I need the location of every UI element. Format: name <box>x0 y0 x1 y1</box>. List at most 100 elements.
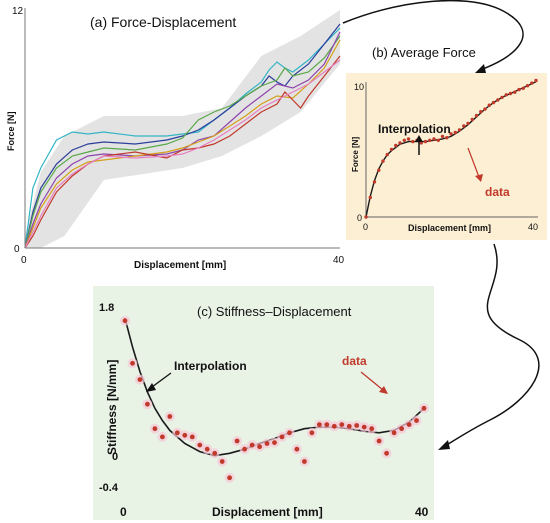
panel-a-ylabel: Force [N] <box>6 111 16 151</box>
panel-b-data-point <box>470 117 474 122</box>
panel-c-data-point <box>234 438 240 444</box>
panel-c-xtick-right: 40 <box>415 505 429 519</box>
panel-c-title: (c) Stiffness–Displacement <box>197 304 352 319</box>
panel-c-annotation-data: data <box>342 354 367 368</box>
panel-b-data-point <box>368 195 372 200</box>
panel-b-data-point <box>491 100 496 105</box>
panel-c-data-group <box>120 315 429 483</box>
panel-b-data-arrowhead <box>475 174 483 182</box>
panel-b-data-point <box>462 124 466 128</box>
panel-c-data-point <box>242 446 248 452</box>
panel-c-data-point <box>421 405 427 411</box>
panel-c-data-point <box>354 423 360 428</box>
panel-c-data-arrowhead <box>379 386 388 394</box>
panel-b-data-point <box>428 138 432 142</box>
panel-c-data-point <box>272 440 277 445</box>
panel-c-ytick-zero: 0 <box>112 451 118 463</box>
panel-b-annotation-data: data <box>485 185 510 199</box>
panel-c-data-point <box>287 430 292 436</box>
panel-c-xtick-left: 0 <box>120 505 127 519</box>
panel-a-ytick-top: 12 <box>12 6 24 17</box>
panel-c-data-point <box>399 426 404 432</box>
panel-c-data-point <box>182 432 188 438</box>
panel-b-title: (b) Average Force <box>372 45 476 60</box>
panel-c-interpolation-arrow <box>151 372 172 388</box>
panel-b-ytick-bottom: 0 <box>357 213 362 223</box>
panel-a-xtick-right: 40 <box>333 255 345 266</box>
panel-b-data-point <box>423 139 428 144</box>
panel-c-data-point <box>137 377 143 382</box>
panel-a-series-line-3 <box>24 35 341 249</box>
panel-b-data-point <box>513 90 517 94</box>
panel-b-data-point <box>411 139 415 144</box>
panel-a-band <box>25 10 340 248</box>
panel-b-xlabel: Displacement [mm] <box>408 223 491 233</box>
panel-b-background <box>346 73 547 240</box>
panel-c-data-point <box>189 434 195 440</box>
panel-c-data-point <box>361 424 367 430</box>
panel-b-data-point <box>517 87 521 92</box>
panel-a-xtick-left: 0 <box>21 255 27 266</box>
panel-b-xtick-right: 40 <box>528 222 538 232</box>
panel-b-data-point <box>487 103 491 107</box>
panel-c-data-point <box>324 422 330 427</box>
connector-b-to-c-arrowhead <box>438 440 450 450</box>
panel-b-data-point <box>479 110 483 114</box>
panel-b-data-point <box>483 107 487 111</box>
panel-b-data-point <box>398 141 402 145</box>
panel-c-data-point <box>249 442 255 448</box>
panel-c-data-point <box>167 414 173 419</box>
panel-c-ylabel: Stiffness [N/mm] <box>105 360 119 455</box>
panel-c-data-point <box>279 434 285 440</box>
panel-c-xlabel: Displacement [mm] <box>212 505 323 519</box>
panel-c-data-point <box>174 430 180 436</box>
panel-a-series-line-7 <box>24 59 341 249</box>
panel-b-data-point <box>364 215 368 219</box>
panel-c-data-point <box>414 418 419 423</box>
panel-b-xtick-left: 0 <box>363 222 368 232</box>
panel-c-data-point <box>391 430 397 436</box>
panel-c-annotation-interpolation: Interpolation <box>174 359 247 373</box>
panel-b-data-point <box>389 147 394 152</box>
panel-b-data-point <box>530 81 534 85</box>
connector-a-to-b-arrow <box>342 0 524 71</box>
panel-c-interpolation-arrowhead <box>146 383 156 392</box>
panel-b-data-point <box>508 91 513 96</box>
panel-a-title: (a) Force-Displacement <box>90 14 236 30</box>
panel-b-annotation-interpolation: Interpolation <box>378 122 451 136</box>
panel-b-data-point <box>406 137 411 141</box>
panel-b-data-group <box>364 78 538 219</box>
panel-c-data-point <box>145 401 150 407</box>
panel-b-data-point <box>381 159 385 163</box>
panel-b-data-point <box>372 180 377 184</box>
panel-c-data-point <box>152 426 158 432</box>
panel-c-data-point <box>160 434 165 440</box>
panel-c-data-point <box>317 422 322 427</box>
panel-c-data-point <box>406 422 412 427</box>
panel-b-data-point <box>377 168 381 172</box>
panel-b-data-point <box>419 141 423 145</box>
panel-b-interpolation-arrowhead <box>415 135 423 142</box>
panel-c-data-point <box>264 441 270 446</box>
panel-c-data-point <box>302 459 307 464</box>
panel-c-data-point <box>227 475 233 481</box>
panel-b-data-point <box>466 121 470 126</box>
panel-c-data-arrow <box>360 371 384 391</box>
panel-b-ytick-top: 10 <box>354 82 364 92</box>
panel-c-data-point <box>122 318 128 324</box>
panel-a-xlabel: Displacement [mm] <box>134 260 226 271</box>
panel-a-series-line-2 <box>24 23 341 249</box>
panel-c-data-point <box>331 423 337 429</box>
panel-c-data-point <box>257 444 262 450</box>
panel-b-data-point <box>394 143 398 148</box>
panel-b-data-point <box>436 138 440 142</box>
panel-b-data-point <box>453 130 457 135</box>
panel-b-data-point <box>445 136 449 140</box>
panel-a-ytick-bottom: 0 <box>14 244 20 255</box>
panel-c-data-point <box>376 438 382 444</box>
panel-b-data-point <box>504 93 508 97</box>
panel-c-data-point <box>130 360 135 366</box>
panel-a-series-line-6 <box>24 55 341 249</box>
panel-c-data-point <box>369 426 375 432</box>
